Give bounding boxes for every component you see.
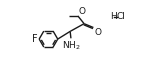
Text: Cl: Cl bbox=[117, 12, 126, 21]
Text: O: O bbox=[78, 7, 85, 16]
Text: H: H bbox=[111, 12, 117, 21]
Text: O: O bbox=[94, 28, 101, 37]
Text: F: F bbox=[32, 34, 38, 44]
Text: NH$_2$: NH$_2$ bbox=[62, 40, 81, 52]
